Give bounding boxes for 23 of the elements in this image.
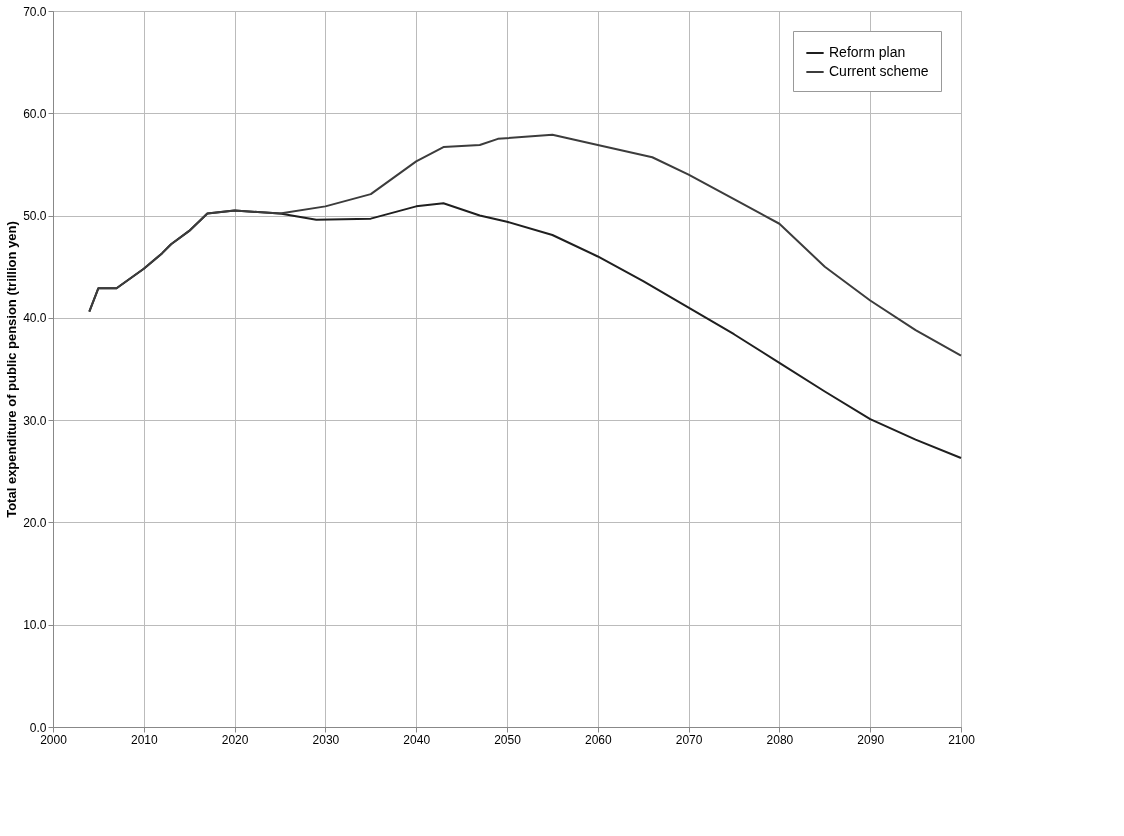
- x-tick-label: 2090: [857, 732, 885, 747]
- x-tick-label: 2010: [130, 732, 158, 747]
- legend-label: Current scheme: [829, 63, 929, 79]
- x-tick-label: 2000: [40, 732, 68, 747]
- y-tick-label: 70.0: [23, 4, 47, 19]
- x-tick-label: 2060: [584, 732, 612, 747]
- y-tick-label: 40.0: [23, 311, 47, 326]
- x-tick-label: 2100: [948, 732, 976, 747]
- legend-label: Reform plan: [829, 44, 906, 60]
- x-tick-label: 2030: [312, 732, 340, 747]
- y-tick-label: 50.0: [23, 209, 47, 224]
- x-tick-label: 2070: [675, 732, 703, 747]
- y-tick-label: 0.0: [29, 720, 47, 735]
- y-tick-label: 30.0: [23, 413, 47, 428]
- y-tick-label: 60.0: [23, 106, 47, 121]
- y-axis-title: Total expenditure of public pension (trillion yen): [4, 221, 20, 518]
- x-tick-label: 2040: [403, 732, 431, 747]
- x-tick-label: 2050: [494, 732, 522, 747]
- x-tick-label: 2080: [766, 732, 794, 747]
- x-tick-label: 2020: [221, 732, 249, 747]
- y-tick-label: 20.0: [23, 515, 47, 530]
- line-series: [88, 133, 962, 357]
- y-tick-label: 10.0: [23, 618, 47, 633]
